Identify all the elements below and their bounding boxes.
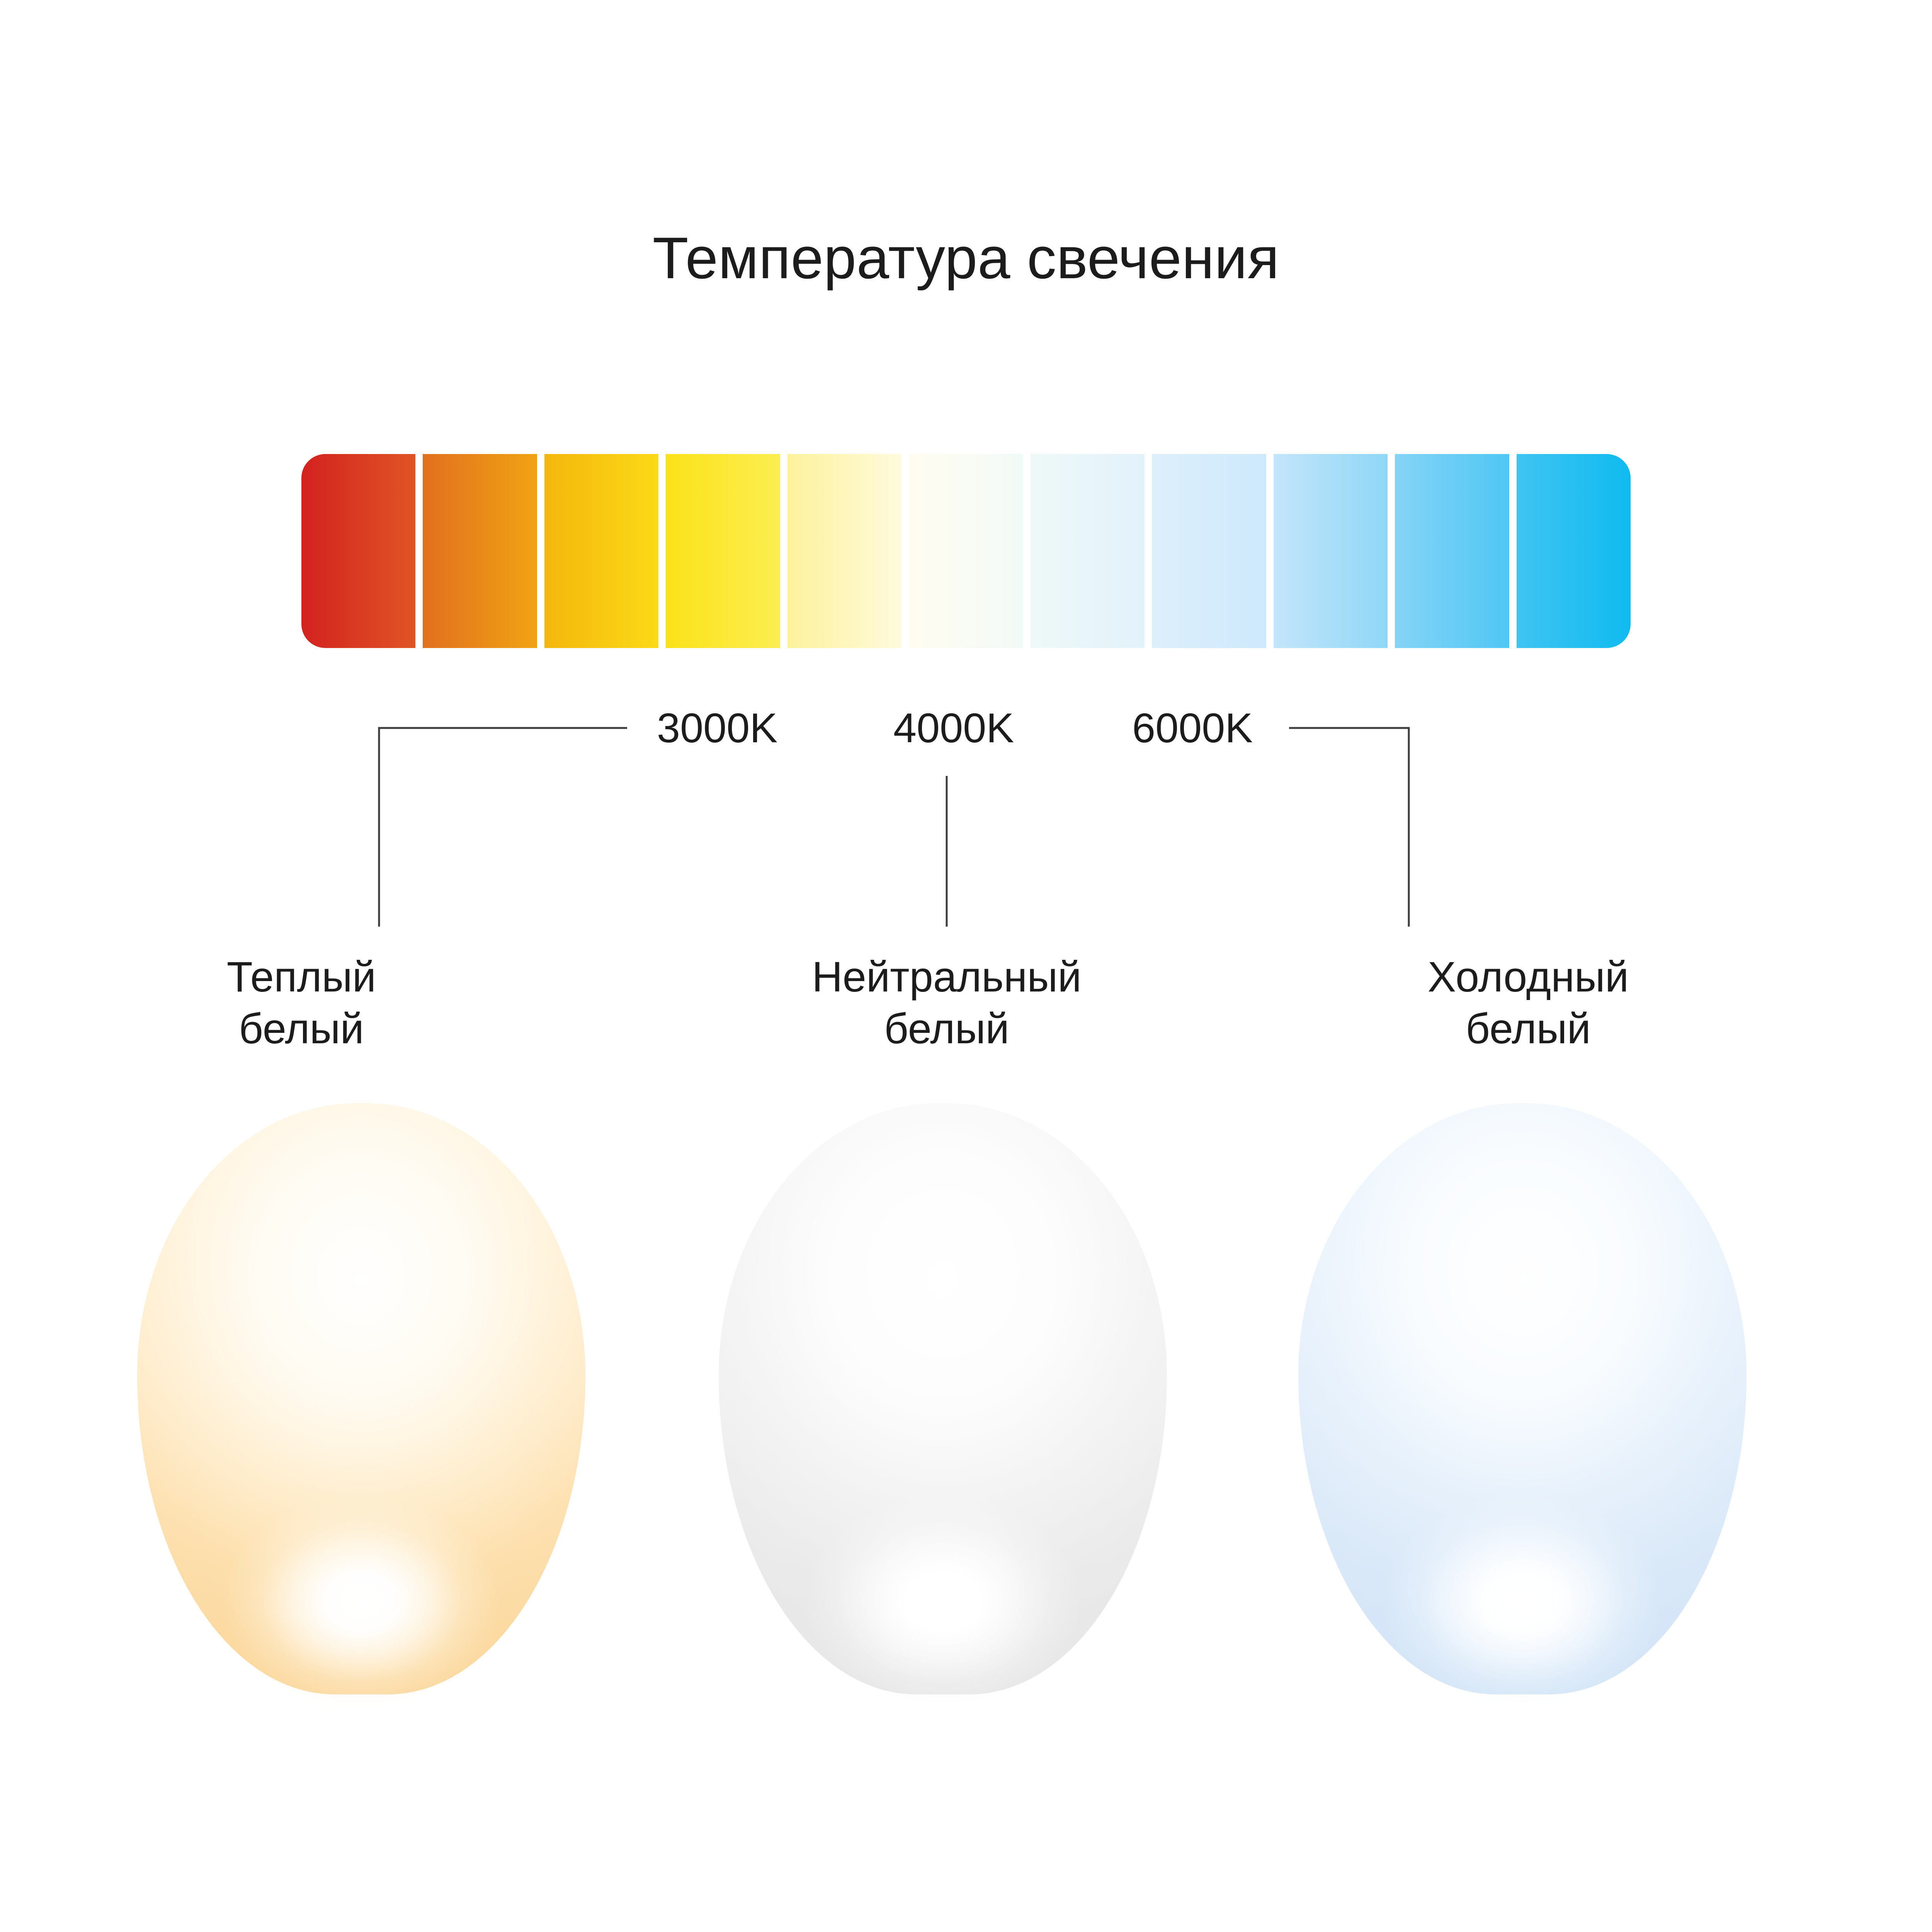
kelvin-label-6000k: 6000K xyxy=(1132,704,1253,751)
scale-swatch-3 xyxy=(544,454,659,648)
leader-line-warm xyxy=(378,727,627,927)
scale-swatch-11 xyxy=(1516,454,1631,648)
kelvin-label-4000k: 4000K xyxy=(893,704,1014,751)
category-label-warm-white: Теплый белый xyxy=(70,951,533,1055)
scale-swatch-10 xyxy=(1395,454,1509,648)
scale-swatch-6 xyxy=(909,454,1023,648)
leader-line-cool xyxy=(1289,727,1410,927)
scale-swatch-8 xyxy=(1152,454,1266,648)
category-label-neutral-white-line1: Нейтральный xyxy=(812,953,1082,1001)
kelvin-label-3000k: 3000K xyxy=(657,704,778,751)
category-label-warm-white-line2: белый xyxy=(239,1005,364,1053)
bulb-glow-cool-white-hotspot xyxy=(1383,1493,1662,1710)
category-label-neutral-white: Нейтральный белый xyxy=(715,951,1179,1055)
bulb-glow-warm-white xyxy=(137,1103,585,1710)
category-label-cool-white-line2: белый xyxy=(1466,1005,1591,1053)
category-label-neutral-white-line2: белый xyxy=(884,1005,1009,1053)
bulb-glow-neutral-white-hotspot xyxy=(804,1493,1082,1710)
scale-swatch-1 xyxy=(301,454,416,648)
bulb-glow-neutral-white xyxy=(719,1103,1167,1710)
category-label-warm-white-line1: Теплый xyxy=(226,953,376,1001)
color-temperature-scale-bar xyxy=(301,454,1631,648)
category-label-cool-white: Холодный белый xyxy=(1296,951,1760,1055)
scale-swatch-5 xyxy=(787,454,902,648)
scale-swatch-7 xyxy=(1030,454,1145,648)
scale-swatch-4 xyxy=(666,454,780,648)
category-label-cool-white-line1: Холодный xyxy=(1427,953,1629,1001)
page-title: Температура свечения xyxy=(652,225,1280,291)
bulb-glow-cool-white xyxy=(1298,1103,1747,1710)
scale-swatch-9 xyxy=(1273,454,1388,648)
scale-swatch-2 xyxy=(423,454,537,648)
bulb-glow-warm-white-hotspot xyxy=(222,1493,500,1710)
